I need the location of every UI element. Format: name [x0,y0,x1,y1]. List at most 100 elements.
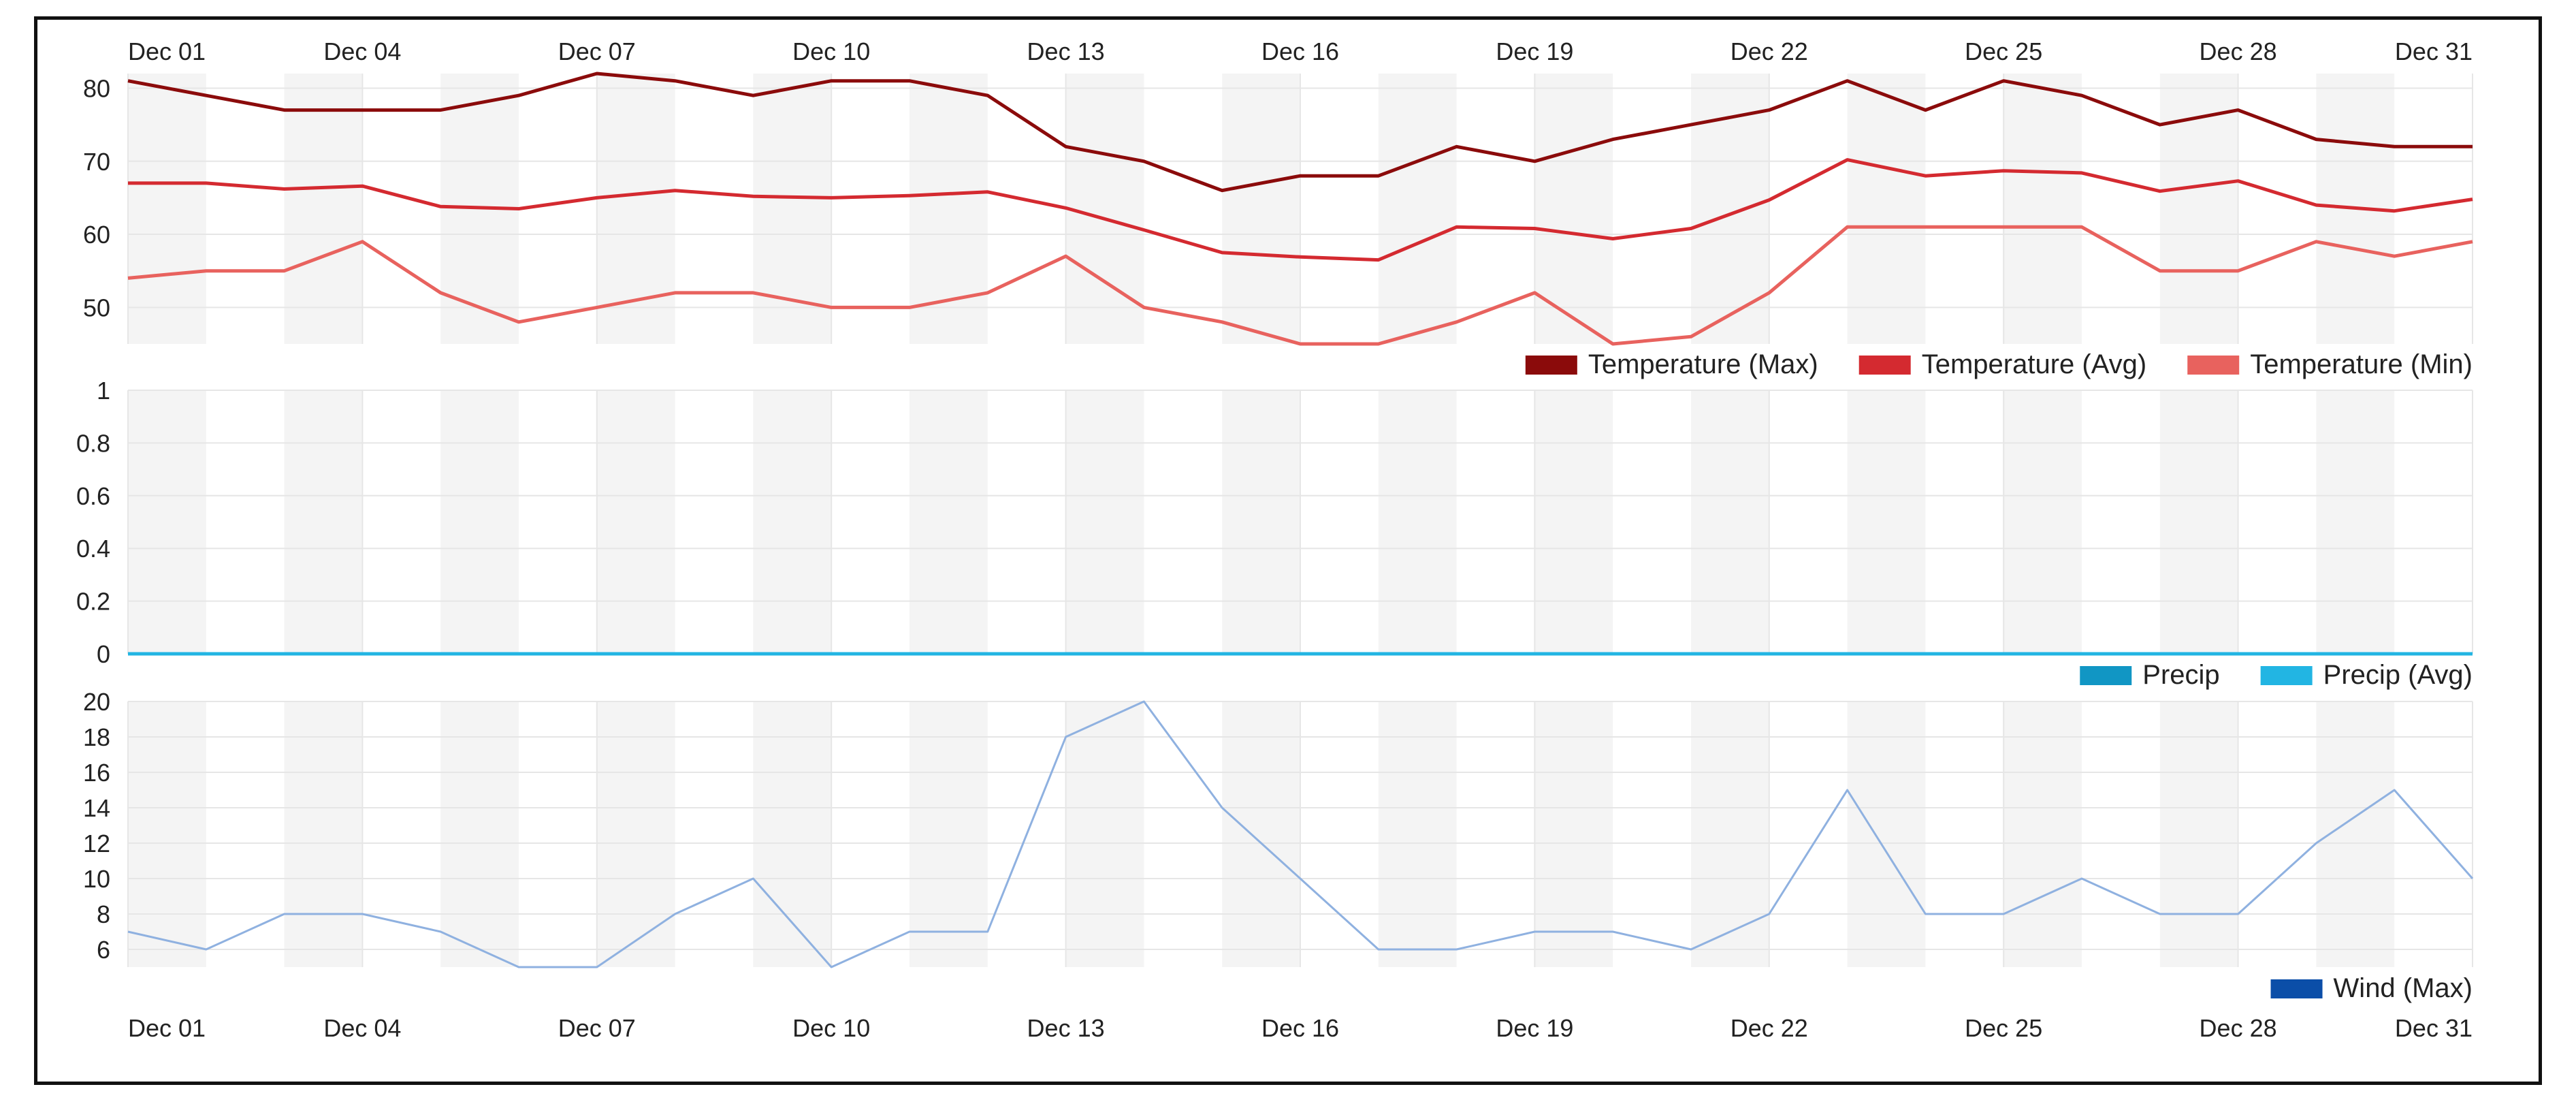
chart-panel-2: 0 0.2 0.4 0.6 0.8 1 Precip (Avg) Precip [76,377,2473,690]
day-band [284,74,363,344]
day-band [596,74,675,344]
day-band [2159,74,2238,344]
day-band [1065,701,1144,967]
date-label-top: Dec 28 [2200,37,2277,65]
day-band [2159,390,2238,654]
series-line-wind-max [127,700,2474,968]
day-band [1222,701,1300,967]
day-band [284,390,363,654]
y-tick-label: 80 [83,74,110,102]
day-band [2159,701,2238,967]
date-label-bottom: Dec 07 [558,1014,636,1042]
y-tick-label: 50 [83,294,110,321]
date-label-top: Dec 31 [2395,37,2473,65]
y-tick-label: 20 [83,688,110,716]
day-band [1534,74,1613,344]
y-tick-label: 60 [83,221,110,249]
day-band [1691,701,1769,967]
date-label-bottom: Dec 01 [128,1014,206,1042]
day-band [1847,390,1926,654]
day-band [909,74,988,344]
day-band [596,390,675,654]
legend-swatch [2187,356,2240,375]
day-band [284,701,363,967]
y-tick-label: 8 [97,900,110,928]
legend-label: Temperature (Max) [1588,349,1818,379]
day-band [440,701,519,967]
y-tick-label: 1 [97,377,110,405]
y-tick-label: 14 [83,794,110,822]
day-band [1534,701,1613,967]
y-tick-label: 18 [83,723,110,751]
legend-swatch [2260,666,2313,685]
legend-label: Precip (Avg) [2323,660,2473,690]
y-tick-label: 16 [83,759,110,787]
chart-panel-3: 6 8 10 12 14 16 18 20 Wind (Max) [83,688,2474,1003]
day-band [128,390,206,654]
day-band [1378,390,1457,654]
y-tick-label: 0 [97,640,110,668]
legend-label: Temperature (Avg) [1922,349,2147,379]
day-band [909,390,988,654]
date-label-top: Dec 07 [558,37,636,65]
date-label-top: Dec 04 [323,37,401,65]
day-band [753,701,832,967]
series-line-temperature-max [127,72,2473,193]
legend-swatch [1858,356,1911,375]
day-band [2003,701,2082,967]
series-line-temperature-min [127,225,2473,346]
day-band [2316,390,2395,654]
date-label-bottom: Dec 22 [1730,1014,1808,1042]
day-band [1378,701,1457,967]
date-label-bottom: Dec 04 [323,1014,401,1042]
day-band [440,390,519,654]
legend-label: Temperature (Min) [2250,349,2473,379]
y-tick-label: 6 [97,936,110,964]
date-label-bottom: Dec 31 [2395,1014,2473,1042]
date-label-bottom: Dec 25 [1965,1014,2042,1042]
day-band [1847,74,1926,344]
y-tick-label: 70 [83,148,110,176]
day-band [1534,390,1613,654]
y-tick-label: 0.6 [76,482,110,510]
day-band [1065,74,1144,344]
legend-swatch [2080,666,2132,685]
day-band [2003,74,2082,344]
day-band [753,390,832,654]
day-band [1847,701,1926,967]
date-label-bottom: Dec 10 [792,1014,870,1042]
date-label-top: Dec 13 [1027,37,1105,65]
y-tick-label: 0.4 [76,535,110,563]
day-band [1691,390,1769,654]
date-label-top: Dec 19 [1496,37,1573,65]
day-band [128,74,206,344]
date-label-top: Dec 22 [1730,37,1808,65]
legend-swatch [1525,356,1577,375]
date-label-bottom: Dec 28 [2200,1014,2277,1042]
date-label-top: Dec 10 [792,37,870,65]
chart-panel-1: 50 60 70 80 Temperature (Min) Temperature (Av… [83,72,2473,379]
day-band [128,701,206,967]
legend-swatch [2270,979,2323,998]
y-tick-label: 12 [83,830,110,857]
legend-label: Wind (Max) [2334,973,2473,1003]
date-label-bottom: Dec 13 [1027,1014,1105,1042]
day-band [753,74,832,344]
day-band [1222,74,1300,344]
day-band [1691,74,1769,344]
y-tick-label: 10 [83,865,110,893]
date-label-bottom: Dec 16 [1261,1014,1339,1042]
legend-label: Precip [2142,660,2219,690]
date-label-bottom: Dec 19 [1496,1014,1573,1042]
y-tick-label: 0.2 [76,588,110,616]
date-label-top: Dec 16 [1261,37,1339,65]
day-band [1378,74,1457,344]
day-band [2003,390,2082,654]
day-band [1222,390,1300,654]
series-line-temperature-avg [128,158,2473,262]
y-tick-label: 0.8 [76,429,110,457]
day-band [909,701,988,967]
date-label-top: Dec 01 [128,37,206,65]
day-band [596,701,675,967]
